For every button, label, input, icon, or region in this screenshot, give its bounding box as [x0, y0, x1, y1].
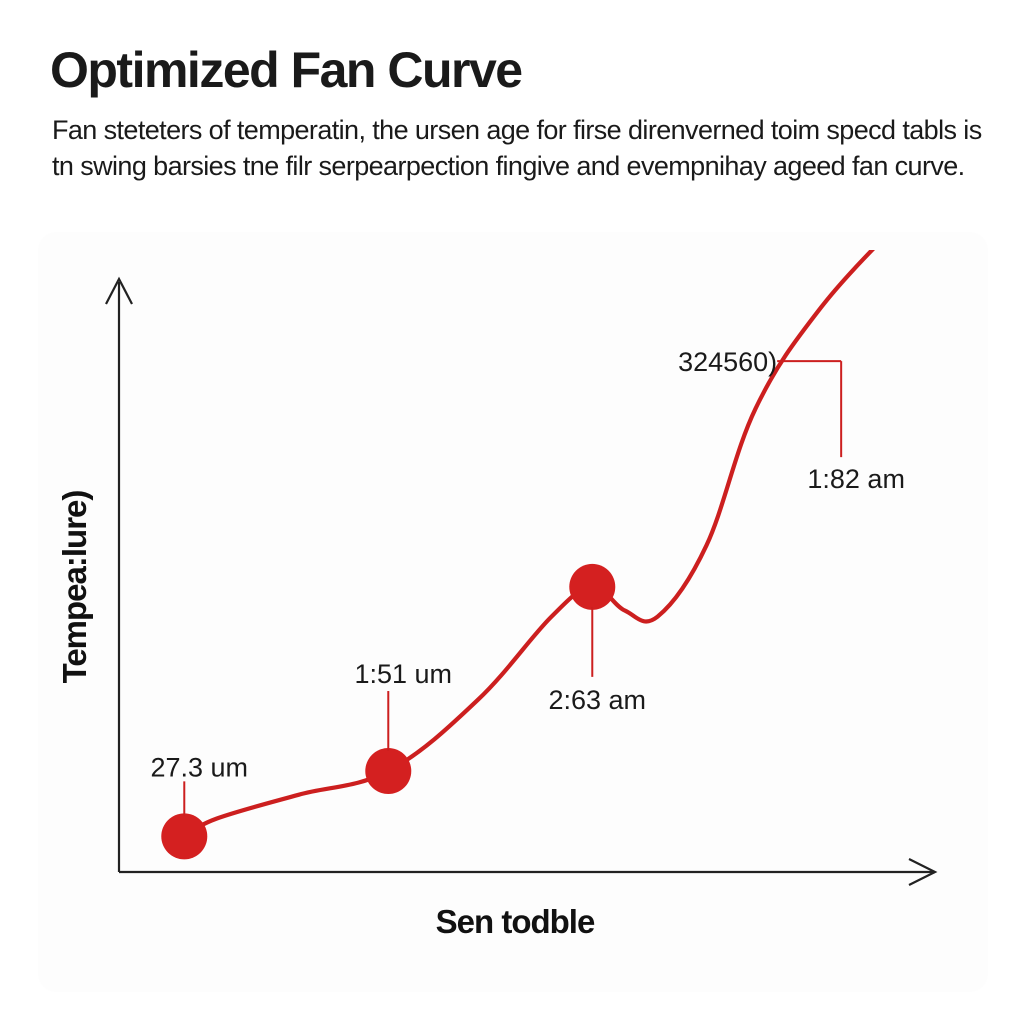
markers-layer [161, 563, 616, 860]
data-point-marker [569, 563, 616, 610]
fan-curve-line [182, 250, 875, 839]
y-axis-title: Tempea:lure) [56, 491, 93, 684]
curve-layer [182, 250, 875, 839]
x-axis-arrowhead [908, 858, 938, 886]
data-point-label: 1:51 um [354, 659, 452, 689]
callout-value-label: 324560) [678, 347, 777, 377]
axes [105, 276, 938, 886]
data-point-marker [161, 813, 208, 860]
data-point-label: 27.3 um [150, 752, 248, 782]
description-text: Fan steteters of temperatin, the ursen a… [52, 115, 982, 181]
annotations-layer: 27.3 um 1:51 um 2:63 am 324560) 1:82 am [150, 347, 905, 817]
chart-panel [38, 232, 988, 992]
page-title: Optimized Fan Curve [50, 42, 523, 98]
callout-time-label: 1:82 am [807, 464, 905, 494]
data-point-label: 2:63 am [548, 685, 646, 715]
data-point-marker [365, 748, 412, 795]
x-axis-title: Sen todble [436, 903, 595, 940]
y-axis-arrowhead [105, 276, 133, 305]
